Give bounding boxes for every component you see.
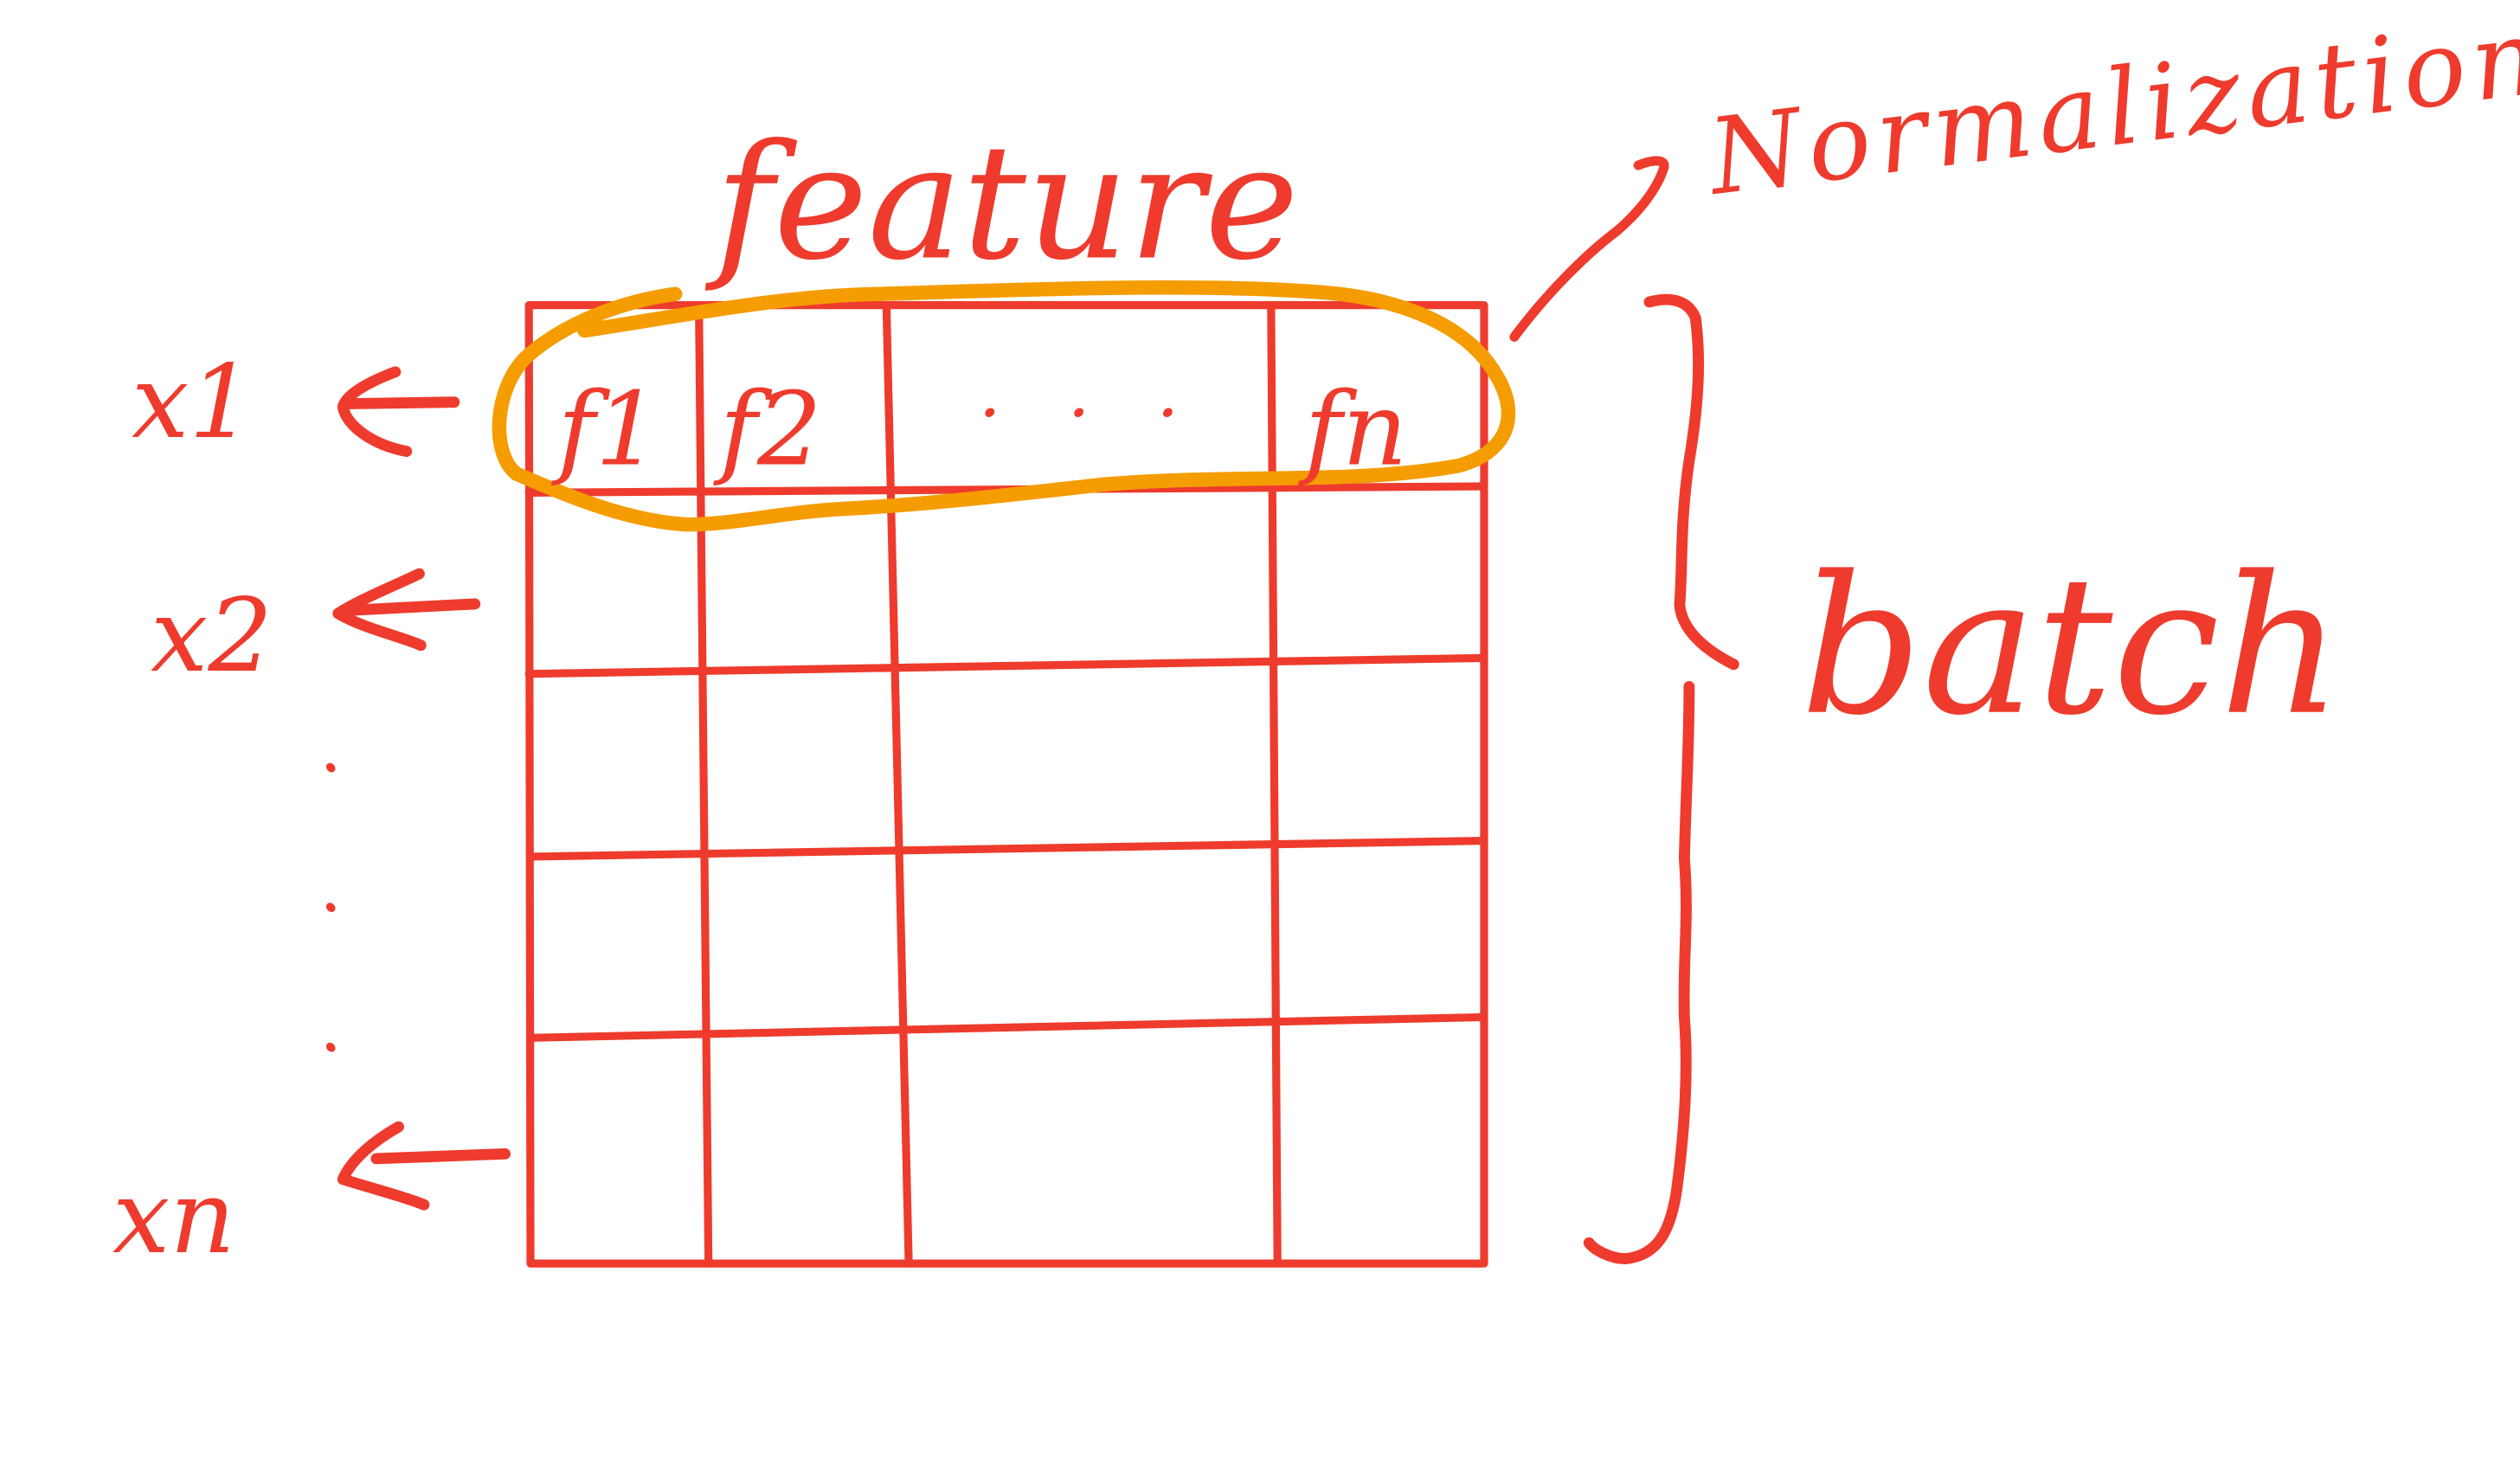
row-label-xn: xn <box>112 1158 235 1276</box>
normalization-label: Normalization <box>1700 0 2520 219</box>
row-arrow-xn <box>337 1121 511 1211</box>
feature-row-highlight-loop <box>492 280 1516 532</box>
batch-brace <box>1583 293 1739 1265</box>
data-table-grid <box>524 301 1488 1268</box>
feature-ellipsis: . . . <box>979 352 1201 434</box>
feature-label-f1: f1 <box>550 370 659 488</box>
column-divider-2 <box>882 304 913 1268</box>
row-label-x1: x1 <box>132 343 254 461</box>
row-divider-2 <box>524 653 1488 678</box>
row-label-x2: x2 <box>151 576 273 695</box>
feature-title: feature <box>704 112 1299 296</box>
row-ellipsis: . . . <box>310 756 391 1106</box>
column-divider-1 <box>695 304 713 1268</box>
table-outer-border <box>524 301 1488 1268</box>
feature-label-f2: f2 <box>713 370 822 488</box>
column-divider-3 <box>1267 304 1282 1268</box>
row-arrows <box>332 366 511 1211</box>
row-arrow-x2 <box>332 568 481 652</box>
normalization-connector <box>1509 156 1669 342</box>
row-divider-3 <box>526 836 1488 861</box>
batch-label: batch <box>1800 535 2342 757</box>
row-arrow-x1 <box>337 366 460 458</box>
feature-label-fn: fn <box>1297 370 1407 488</box>
row-divider-4 <box>526 1012 1488 1042</box>
